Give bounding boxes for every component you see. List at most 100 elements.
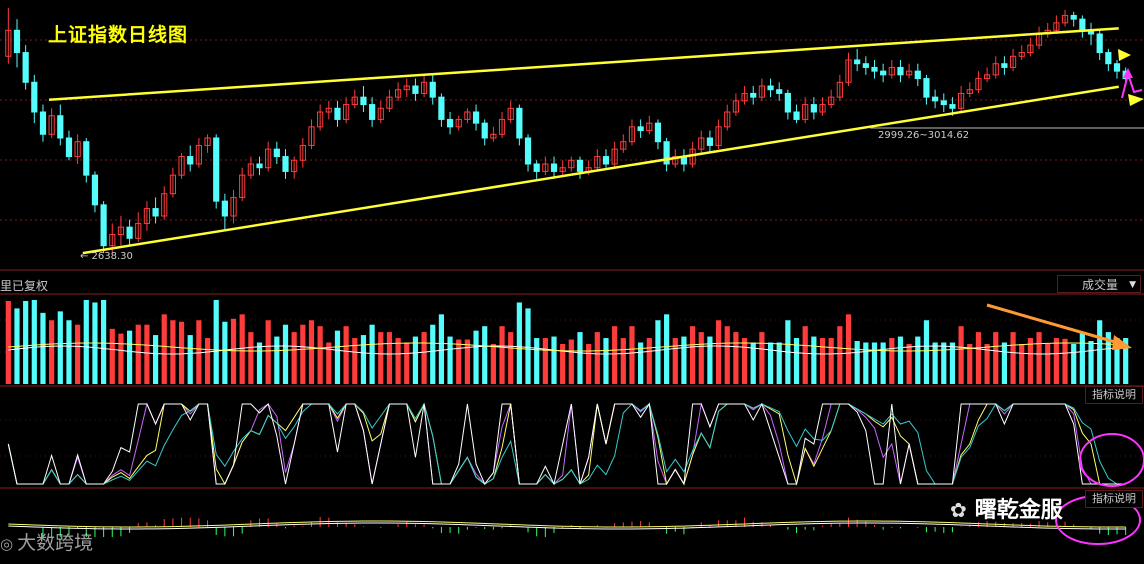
macd-bar — [960, 526, 962, 527]
candle-body — [187, 156, 194, 165]
macd-bar — [683, 527, 685, 535]
volume-bar — [178, 321, 185, 384]
volume-indicator-select[interactable]: 成交量 ▼ — [1057, 275, 1141, 293]
candle-body — [204, 137, 211, 146]
volume-bar — [560, 343, 566, 384]
trendline-upper — [48, 27, 1119, 101]
volume-trend-arrow — [986, 303, 1123, 346]
macd-bar — [527, 527, 529, 533]
volume-bar — [83, 300, 89, 384]
candle-body — [871, 66, 878, 72]
macd-bar — [172, 518, 174, 527]
volume-bar — [958, 326, 964, 384]
candle-body — [91, 174, 99, 206]
candle-body — [663, 141, 670, 165]
macd-bar — [423, 524, 425, 527]
indicator-help-button-2[interactable]: 指标说明 — [1085, 490, 1143, 508]
candle-body — [793, 111, 800, 120]
macd-bar — [596, 525, 598, 527]
candle-body — [836, 81, 843, 98]
indicator-help-button-1[interactable]: 指标说明 — [1085, 386, 1143, 404]
candle-body — [265, 148, 272, 169]
candle-body — [464, 111, 471, 120]
candle-body — [897, 66, 904, 76]
macd-bar — [207, 520, 209, 527]
macd-bar — [648, 522, 650, 527]
trendline-layer — [48, 27, 1144, 255]
macd-bar — [1090, 527, 1092, 529]
volume-bar — [594, 332, 600, 384]
candle-body — [291, 159, 298, 172]
candle-body — [117, 226, 125, 236]
macd-bar — [899, 527, 901, 529]
macd-bar — [631, 521, 633, 527]
volume-bar — [248, 332, 254, 384]
volume-bar — [170, 320, 176, 384]
macd-bar — [579, 527, 581, 529]
candle-body — [83, 141, 90, 176]
candle-body — [13, 29, 21, 54]
candle-body — [542, 163, 549, 172]
macd-bar — [440, 527, 442, 533]
candle-body — [611, 148, 618, 165]
volume-bar — [1019, 343, 1025, 384]
volume-bar — [40, 312, 46, 384]
volume-bar — [1027, 338, 1033, 384]
volume-bar — [5, 300, 11, 384]
candle-body — [247, 163, 254, 176]
macd-bar — [302, 526, 304, 527]
candle-body — [828, 96, 835, 106]
candle-body — [395, 89, 402, 98]
volume-bar — [707, 336, 713, 384]
candle-body — [810, 104, 817, 113]
volume-bar — [23, 300, 29, 384]
volume-bar — [655, 320, 661, 384]
macd-bar — [267, 518, 269, 527]
candle-body — [334, 107, 341, 120]
macd-bar — [259, 518, 261, 527]
trend-arrowhead — [1118, 49, 1131, 61]
macd-bar — [622, 522, 624, 527]
macd-bar — [146, 522, 148, 527]
candle-body — [750, 92, 757, 98]
candle-body — [1070, 14, 1077, 20]
volume-bar — [152, 335, 159, 384]
macd-bar — [735, 520, 737, 527]
volume-bar — [360, 335, 367, 384]
candle-body — [1105, 52, 1112, 65]
volume-bar — [343, 326, 349, 384]
macd-bar — [666, 527, 668, 534]
volume-bar — [282, 324, 289, 384]
candle-body — [1001, 63, 1008, 68]
candle-body — [914, 70, 921, 80]
macd-bar — [796, 527, 798, 533]
volume-bar — [1088, 341, 1094, 384]
macd-bar — [804, 527, 806, 530]
candle-body — [888, 66, 895, 76]
candle-body — [923, 78, 930, 98]
volume-bar — [984, 343, 990, 384]
volume-bar — [239, 314, 245, 384]
candle-body — [109, 234, 116, 247]
volume-bar — [31, 300, 37, 384]
volume-bar — [1036, 332, 1042, 384]
candle-body — [195, 144, 202, 165]
volume-bar — [889, 338, 895, 384]
volume-bar — [724, 326, 730, 384]
candle-body — [741, 92, 748, 102]
macd-bar — [397, 524, 399, 527]
macd-bar — [700, 522, 702, 527]
candle-body — [308, 126, 315, 146]
candle-body — [940, 100, 947, 106]
volume-bar — [993, 332, 999, 384]
support-price-label: 2999.26~3014.62 — [878, 130, 969, 141]
kdj-line — [7, 402, 1126, 485]
macd-bar — [1064, 521, 1066, 527]
candle-body — [802, 104, 809, 120]
volume-bar — [811, 336, 817, 384]
volume-bar — [698, 332, 704, 384]
macd-bar — [1073, 524, 1075, 527]
candle-body — [317, 111, 324, 128]
volume-bar — [681, 336, 687, 384]
macd-bar — [103, 527, 105, 537]
